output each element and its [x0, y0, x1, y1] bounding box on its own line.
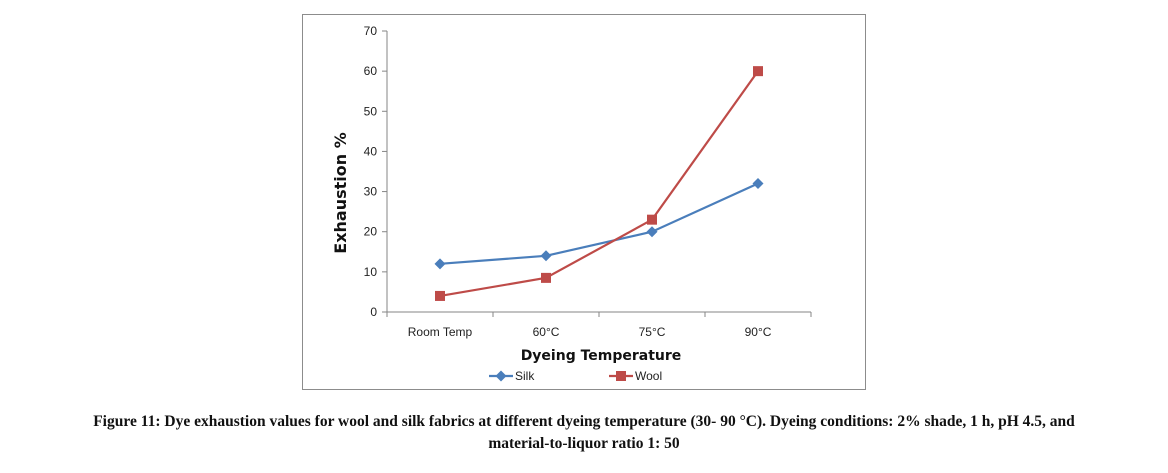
y-tick-label: 40: [364, 144, 378, 158]
y-tick-label: 0: [370, 305, 377, 319]
x-axis-ticks: Room Temp 60°C 75°C 90°C: [386, 312, 812, 339]
x-tick-label: 90°C: [745, 325, 772, 339]
chart-frame: 0 10 20 30 40 50 60 70 Room Temp 60°C 75°C 90°C Ex…: [302, 14, 866, 390]
y-tick-label: 10: [364, 265, 378, 279]
wool-data-point: [753, 66, 763, 77]
chart-axes: [386, 31, 811, 313]
y-tick-label: 20: [364, 225, 378, 239]
silk-data-point: [434, 258, 446, 270]
series-silk: [434, 178, 764, 270]
legend-marker-silk: [495, 370, 507, 382]
y-tick-label: 50: [364, 104, 378, 118]
caption-line-1: Figure 11: Dye exhaustion values for woo…: [93, 413, 1075, 430]
x-tick-label: Room Temp: [408, 325, 473, 339]
legend-label-wool: Wool: [635, 369, 662, 383]
wool-data-point: [541, 272, 551, 283]
legend-marker-wool: [616, 371, 626, 381]
series-layer: [434, 66, 764, 301]
legend: Silk Wool: [489, 369, 662, 383]
figure-caption: Figure 11: Dye exhaustion values for woo…: [0, 411, 1168, 455]
y-tick-label: 60: [364, 64, 378, 78]
series-line-silk: [439, 182, 759, 265]
line-chart: 0 10 20 30 40 50 60 70 Room Temp 60°C 75°C 90°C Ex…: [331, 24, 812, 383]
x-axis-title: Dyeing Temperature: [521, 348, 682, 364]
legend-item-silk: Silk: [489, 369, 535, 383]
silk-data-point: [540, 250, 552, 262]
legend-item-wool: Wool: [609, 369, 662, 383]
silk-data-point: [752, 178, 764, 190]
y-tick-label: 30: [364, 185, 378, 199]
silk-data-point: [646, 226, 658, 238]
x-tick-label: 75°C: [639, 325, 666, 339]
x-tick-label: 60°C: [533, 325, 560, 339]
series-wool: [435, 66, 763, 301]
wool-data-point: [647, 214, 657, 225]
y-tick-label: 70: [364, 24, 378, 38]
y-axis-ticks: 0 10 20 30 40 50 60 70: [364, 24, 387, 319]
y-axis-title: Exhaustion %: [331, 132, 350, 253]
wool-data-point: [435, 290, 445, 301]
legend-label-silk: Silk: [515, 369, 535, 383]
series-line-wool: [439, 70, 759, 298]
caption-line-2: material-to-liquor ratio 1: 50: [488, 435, 680, 452]
